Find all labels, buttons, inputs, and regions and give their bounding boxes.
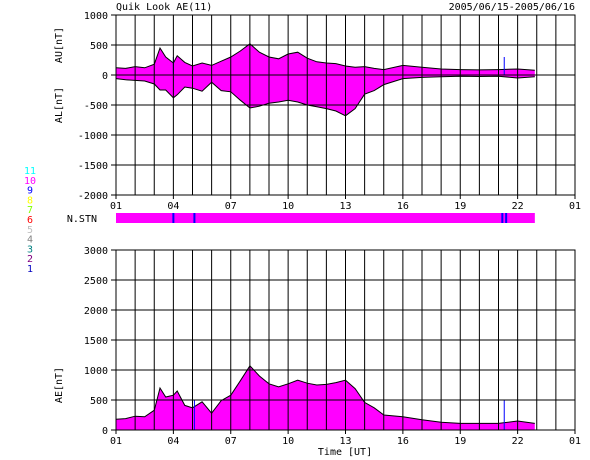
bottom-ae-line <box>115 364 535 424</box>
station-count-bar <box>116 213 535 223</box>
top-au-line <box>115 43 535 71</box>
au-axis-label: AU[nT] <box>54 27 65 63</box>
bottom-y-tick-label: 1000 <box>84 366 108 377</box>
top-x-tick-label: 16 <box>397 201 409 212</box>
ae-axis-label: AE[nT] <box>54 367 65 403</box>
top-y-tick-label: 500 <box>90 41 108 52</box>
legend-count-10: 10 <box>24 176 36 187</box>
bottom-x-tick-label: 10 <box>282 436 294 447</box>
legend-count-1: 1 <box>27 264 33 275</box>
station-count-panel: N.STN <box>67 213 535 225</box>
legend-count-8: 8 <box>27 195 33 206</box>
top-y-tick-label: -1500 <box>78 161 108 172</box>
bottom-x-tick-label: 01 <box>569 436 581 447</box>
legend-count-4: 4 <box>27 235 33 246</box>
bottom-y-tick-label: 0 <box>102 426 108 437</box>
top-x-tick-label: 01 <box>110 201 122 212</box>
bottom-x-tick-label: 07 <box>225 436 237 447</box>
top-x-tick-label: 19 <box>454 201 466 212</box>
top-y-tick-label: -1000 <box>78 131 108 142</box>
top-y-tick-label: -500 <box>84 101 108 112</box>
top-y-tick-label: -2000 <box>78 191 108 202</box>
top-x-tick-label: 04 <box>167 201 179 212</box>
top-x-tick-label: 13 <box>339 201 351 212</box>
legend-count-7: 7 <box>27 205 33 216</box>
al-axis-label: AL[nT] <box>54 87 65 123</box>
top-x-tick-label: 07 <box>225 201 237 212</box>
legend-count-5: 5 <box>27 225 33 236</box>
top-y-tick-label: 1000 <box>84 11 108 22</box>
x-axis-label: Time [UT] <box>318 447 372 458</box>
bottom-y-tick-label: 2500 <box>84 276 108 287</box>
bottom-x-tick-label: 01 <box>110 436 122 447</box>
chart-title: Quik Look AE(11) <box>116 2 212 13</box>
bottom-y-tick-label: 2000 <box>84 306 108 317</box>
top-frame <box>115 14 576 196</box>
bottom-x-tick-label: 22 <box>512 436 524 447</box>
bottom-x-tick-label: 19 <box>454 436 466 447</box>
legend-count-11: 11 <box>24 166 36 177</box>
bottom-x-tick-label: 16 <box>397 436 409 447</box>
bottom-x-tick-label: 04 <box>167 436 179 447</box>
bottom-y-tick-label: 1500 <box>84 336 108 347</box>
top-x-tick-label: 22 <box>512 201 524 212</box>
bottom-frame <box>115 249 576 431</box>
top-x-tick-label: 01 <box>569 201 581 212</box>
bottom-ae-area <box>116 365 535 430</box>
top-y-tick-label: 0 <box>102 71 108 82</box>
station-count-label: N.STN <box>67 214 97 225</box>
top-x-tick-label: 10 <box>282 201 294 212</box>
bottom-y-tick-label: 3000 <box>84 246 108 257</box>
top-al-line <box>115 75 535 117</box>
date-range: 2005/06/15-2005/06/16 <box>449 2 575 13</box>
legend-count-6: 6 <box>27 215 33 226</box>
legend-count-3: 3 <box>27 244 33 255</box>
legend-count-9: 9 <box>27 186 33 197</box>
bottom-x-tick-label: 13 <box>339 436 351 447</box>
bottom-y-tick-label: 500 <box>90 396 108 407</box>
legend-count-2: 2 <box>27 254 33 265</box>
